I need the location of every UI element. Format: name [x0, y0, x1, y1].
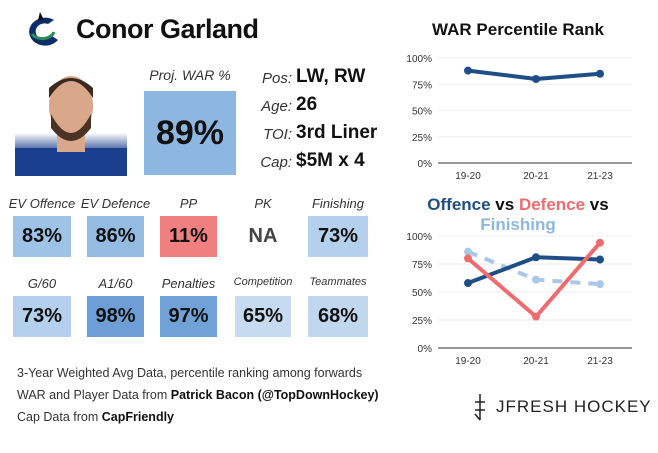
ofd-chart-title: Offence vs Defence vs Finishing	[388, 195, 648, 235]
proj-war-label: Proj. WAR %	[149, 67, 231, 83]
tile-value: 98%	[87, 296, 144, 337]
data-point	[464, 279, 472, 288]
info-value: 26	[296, 94, 318, 115]
y-tick-label: 0%	[418, 159, 433, 170]
data-point	[464, 247, 472, 256]
data-point	[532, 312, 540, 321]
x-tick-label: 21-23	[587, 356, 613, 367]
footer-text: WAR and Player Data from	[17, 388, 171, 402]
x-tick-label: 21-23	[587, 171, 613, 182]
data-point	[596, 280, 604, 289]
data-point	[532, 275, 540, 284]
tile-label: EV Offence	[8, 196, 76, 211]
info-value: $5M x 4	[296, 150, 365, 171]
data-point	[532, 253, 540, 262]
data-point	[596, 69, 604, 78]
tile-value: 86%	[87, 216, 144, 257]
brand-name: JFRESH HOCKEY	[496, 397, 652, 416]
footer-text: Cap Data from	[17, 410, 102, 424]
y-tick-label: 100%	[406, 54, 432, 65]
y-tick-label: 25%	[412, 316, 432, 327]
title-defence: Defence	[518, 195, 586, 214]
info-value: 3rd Liner	[296, 122, 378, 143]
footer-line3: Cap Data from CapFriendly	[17, 410, 174, 424]
footer-line1: 3-Year Weighted Avg Data, percentile ran…	[17, 366, 363, 380]
y-tick-label: 75%	[412, 260, 432, 271]
tile-value: 65%	[235, 296, 291, 337]
tile-label: Penalties	[161, 276, 216, 291]
y-tick-label: 50%	[412, 107, 432, 118]
tile-value: 11%	[160, 216, 217, 257]
tile-value: 73%	[13, 296, 71, 337]
y-tick-label: 75%	[412, 80, 432, 91]
tile-value: 83%	[13, 216, 71, 257]
info-key: TOI:	[263, 126, 292, 143]
data-point	[596, 255, 604, 264]
info-key: Age:	[261, 98, 292, 115]
data-point	[532, 75, 540, 83]
info-value: LW, RW	[296, 66, 366, 87]
title-vs: vs	[490, 195, 519, 214]
tile-label: PK	[254, 196, 272, 211]
player-photo	[15, 68, 127, 176]
y-tick-label: 100%	[406, 232, 432, 243]
data-point	[464, 254, 472, 263]
data-point	[596, 238, 604, 247]
x-tick-label: 19-20	[455, 171, 481, 182]
tile-value: NA	[235, 216, 291, 257]
title-offence: Offence	[427, 195, 491, 214]
title-vs: vs	[585, 195, 609, 214]
info-key: Cap:	[260, 154, 292, 171]
tile-label: Competition	[233, 276, 293, 288]
x-tick-label: 19-20	[455, 356, 481, 367]
footer-credit: Patrick Bacon (@TopDownHockey)	[170, 388, 379, 402]
tile-value: 73%	[308, 216, 368, 257]
y-tick-label: 50%	[412, 288, 432, 299]
x-tick-label: 20-21	[523, 356, 549, 367]
data-point	[464, 66, 472, 75]
tile-label: Finishing	[311, 196, 365, 211]
war-chart-title: WAR Percentile Rank	[432, 20, 604, 39]
proj-war-value: 89%	[144, 91, 236, 175]
brand-logo-icon	[472, 392, 488, 422]
tile-value: 68%	[308, 296, 368, 337]
y-tick-label: 25%	[412, 133, 432, 144]
tile-label: G/60	[27, 276, 57, 291]
x-tick-label: 20-21	[523, 171, 549, 182]
y-tick-label: 0%	[418, 344, 433, 355]
tile-label: A1/60	[98, 276, 133, 291]
title-finishing: Finishing	[480, 215, 556, 234]
tile-value: 97%	[160, 296, 217, 337]
player-name: Conor Garland	[76, 14, 259, 44]
tile-label: EV Defence	[80, 196, 151, 211]
footer-line2: WAR and Player Data from Patrick Bacon (…	[17, 388, 379, 402]
footer-credit: CapFriendly	[101, 410, 175, 424]
team-logo	[29, 12, 58, 46]
info-key: Pos:	[261, 70, 292, 87]
tile-label: PP	[179, 196, 198, 211]
tile-label: Teammates	[309, 276, 367, 288]
